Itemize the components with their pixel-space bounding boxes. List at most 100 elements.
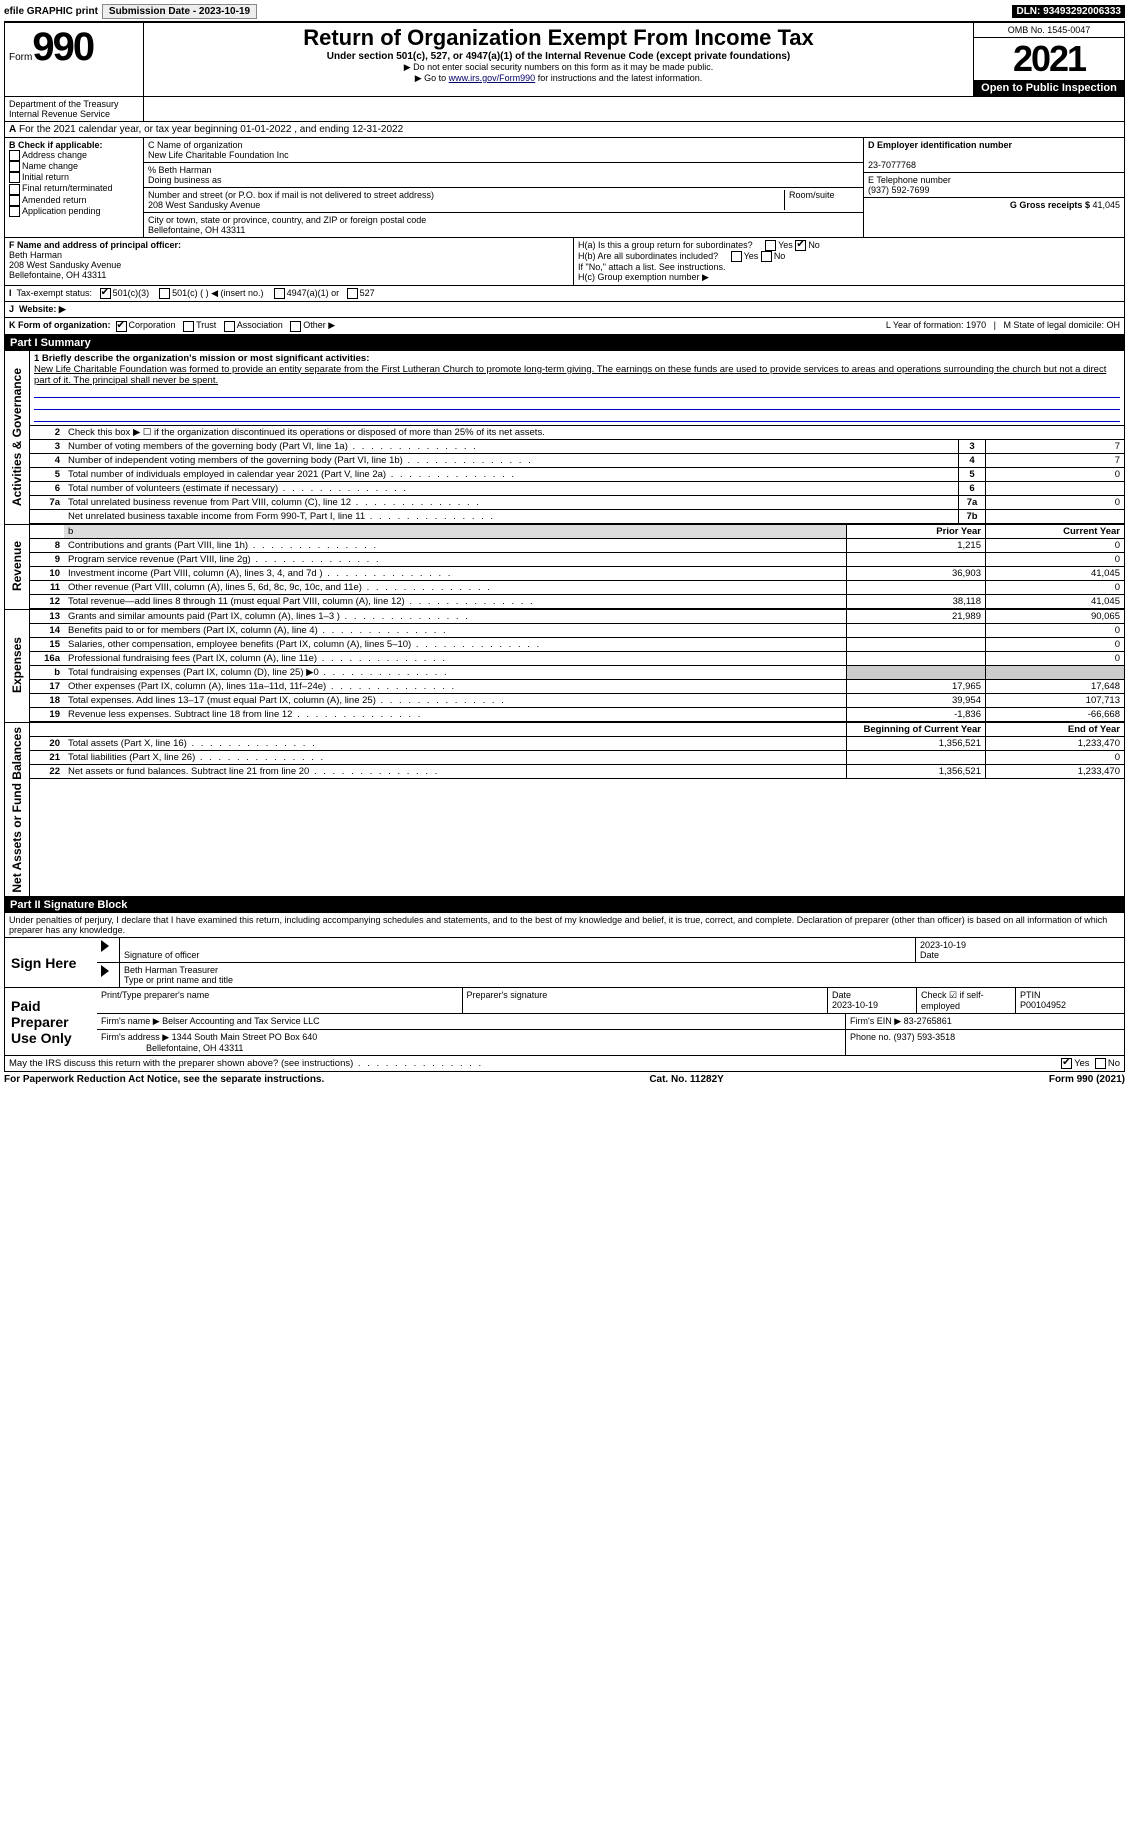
cat-no: Cat. No. 11282Y	[649, 1074, 723, 1085]
footer: For Paperwork Reduction Act Notice, see …	[4, 1072, 1125, 1085]
part-ii-header: Part II Signature Block	[4, 897, 1125, 913]
checkbox-name-change[interactable]	[9, 161, 20, 172]
checkbox-assoc[interactable]	[224, 321, 235, 332]
form-label: Form	[9, 52, 32, 63]
street-address: 208 West Sandusky Avenue	[148, 200, 260, 210]
form-note1: ▶ Do not enter social security numbers o…	[148, 62, 969, 73]
firm-address: 1344 South Main Street PO Box 640	[172, 1032, 318, 1042]
tax-year: 2021	[974, 38, 1124, 80]
checkbox-app-pending[interactable]	[9, 206, 20, 217]
irs-link[interactable]: www.irs.gov/Form990	[449, 73, 536, 83]
checkbox-discuss-no[interactable]	[1095, 1058, 1106, 1069]
checkbox-final-return[interactable]	[9, 184, 20, 195]
summary-governance: Activities & Governance 1 Briefly descri…	[4, 351, 1125, 525]
dept-treasury: Department of the Treasury Internal Reve…	[5, 97, 144, 121]
mission-block: 1 Briefly describe the organization's mi…	[30, 351, 1124, 426]
table-row: bTotal fundraising expenses (Part IX, co…	[30, 666, 1124, 680]
state-domicile: M State of legal domicile: OH	[1003, 320, 1120, 330]
table-row: 22Net assets or fund balances. Subtract …	[30, 765, 1124, 779]
paid-preparer-label: Paid Preparer Use Only	[5, 988, 97, 1055]
table-row: 18Total expenses. Add lines 13–17 (must …	[30, 694, 1124, 708]
form-header: Form990 Return of Organization Exempt Fr…	[4, 21, 1125, 97]
line-a: A For the 2021 calendar year, or tax yea…	[4, 122, 1125, 138]
table-row: 6Total number of volunteers (estimate if…	[30, 482, 1124, 496]
org-name: New Life Charitable Foundation Inc	[148, 150, 289, 160]
checkbox-address-change[interactable]	[9, 150, 20, 161]
checkbox-hb-yes[interactable]	[731, 251, 742, 262]
table-row: 21Total liabilities (Part X, line 26)0	[30, 751, 1124, 765]
city-state-zip: Bellefontaine, OH 43311	[148, 225, 245, 235]
form-note2: ▶ Go to www.irs.gov/Form990 for instruct…	[148, 73, 969, 84]
table-row: 9Program service revenue (Part VIII, lin…	[30, 553, 1124, 567]
dept-row: Department of the Treasury Internal Reve…	[4, 97, 1125, 122]
arrow-icon	[101, 940, 109, 952]
prep-date: 2023-10-19	[832, 1000, 878, 1010]
table-row: 14Benefits paid to or for members (Part …	[30, 624, 1124, 638]
table-row: 7aTotal unrelated business revenue from …	[30, 496, 1124, 510]
checkbox-ha-no[interactable]	[795, 240, 806, 251]
table-row: 20Total assets (Part X, line 16)1,356,52…	[30, 737, 1124, 751]
signature-block: Sign Here Signature of officer 2023-10-1…	[4, 938, 1125, 1056]
table-row: 10Investment income (Part VIII, column (…	[30, 567, 1124, 581]
summary-expenses: Expenses 13Grants and similar amounts pa…	[4, 610, 1125, 723]
omb-number: OMB No. 1545-0047	[974, 23, 1124, 38]
table-row: Net unrelated business taxable income fr…	[30, 510, 1124, 524]
checkbox-other[interactable]	[290, 321, 301, 332]
paperwork-notice: For Paperwork Reduction Act Notice, see …	[4, 1074, 324, 1085]
table-row: 3Number of voting members of the governi…	[30, 440, 1124, 454]
row-k: K Form of organization: Corporation Trus…	[4, 318, 1125, 334]
table-row: 11Other revenue (Part VIII, column (A), …	[30, 581, 1124, 595]
submission-date-button[interactable]: Submission Date - 2023-10-19	[102, 4, 257, 19]
table-row: 5Total number of individuals employed in…	[30, 468, 1124, 482]
checkbox-hb-no[interactable]	[761, 251, 772, 262]
year-formation: L Year of formation: 1970	[886, 320, 986, 330]
form-subtitle: Under section 501(c), 527, or 4947(a)(1)…	[148, 51, 969, 62]
firm-phone: (937) 593-3518	[894, 1032, 956, 1042]
section-de: D Employer identification number23-70777…	[864, 138, 1124, 237]
checkbox-trust[interactable]	[183, 321, 194, 332]
checkbox-527[interactable]	[347, 288, 358, 299]
officer-name: Beth Harman	[9, 250, 62, 260]
section-bcde: B Check if applicable: Address change Na…	[4, 138, 1125, 238]
summary-netassets: Net Assets or Fund Balances Beginning of…	[4, 723, 1125, 898]
efile-label: efile GRAPHIC print	[4, 6, 98, 17]
firm-name: Belser Accounting and Tax Service LLC	[162, 1016, 319, 1026]
checkbox-501c3[interactable]	[100, 288, 111, 299]
checkbox-ha-yes[interactable]	[765, 240, 776, 251]
section-c: C Name of organizationNew Life Charitabl…	[144, 138, 864, 237]
arrow-icon	[101, 965, 109, 977]
checkbox-4947[interactable]	[274, 288, 285, 299]
form-footer: Form 990 (2021)	[1049, 1074, 1125, 1085]
may-irs-row: May the IRS discuss this return with the…	[4, 1056, 1125, 1072]
checkbox-discuss-yes[interactable]	[1061, 1058, 1072, 1069]
form-title: Return of Organization Exempt From Incom…	[148, 25, 969, 51]
part-i-header: Part I Summary	[4, 335, 1125, 351]
sign-date: 2023-10-19	[920, 940, 966, 950]
table-row: 13Grants and similar amounts paid (Part …	[30, 610, 1124, 624]
penalties-text: Under penalties of perjury, I declare th…	[4, 913, 1125, 938]
checkbox-corp[interactable]	[116, 321, 127, 332]
row-i: I Tax-exempt status: 501(c)(3) 501(c) ( …	[4, 286, 1125, 302]
table-row: 15Salaries, other compensation, employee…	[30, 638, 1124, 652]
checkbox-initial-return[interactable]	[9, 172, 20, 183]
checkbox-amended[interactable]	[9, 195, 20, 206]
top-bar: efile GRAPHIC print Submission Date - 20…	[4, 4, 1125, 19]
firm-ein: 83-2765861	[904, 1016, 952, 1026]
ptin: P00104952	[1020, 1000, 1066, 1010]
vlabel-governance: Activities & Governance	[10, 364, 24, 510]
ein: 23-7077768	[868, 160, 916, 170]
checkbox-501c[interactable]	[159, 288, 170, 299]
table-row: 17Other expenses (Part IX, column (A), l…	[30, 680, 1124, 694]
vlabel-revenue: Revenue	[10, 537, 24, 595]
table-row: 12Total revenue—add lines 8 through 11 (…	[30, 595, 1124, 609]
open-to-public: Open to Public Inspection	[974, 80, 1124, 96]
section-b: B Check if applicable: Address change Na…	[5, 138, 144, 237]
mission-text: New Life Charitable Foundation was forme…	[34, 364, 1106, 386]
table-row: 4Number of independent voting members of…	[30, 454, 1124, 468]
table-row: 19Revenue less expenses. Subtract line 1…	[30, 708, 1124, 722]
form-number: 990	[32, 25, 93, 69]
gross-receipts: 41,045	[1092, 200, 1120, 210]
sign-here-label: Sign Here	[5, 938, 97, 987]
telephone: (937) 592-7699	[868, 185, 930, 195]
officer-name-title: Beth Harman Treasurer	[124, 965, 218, 975]
